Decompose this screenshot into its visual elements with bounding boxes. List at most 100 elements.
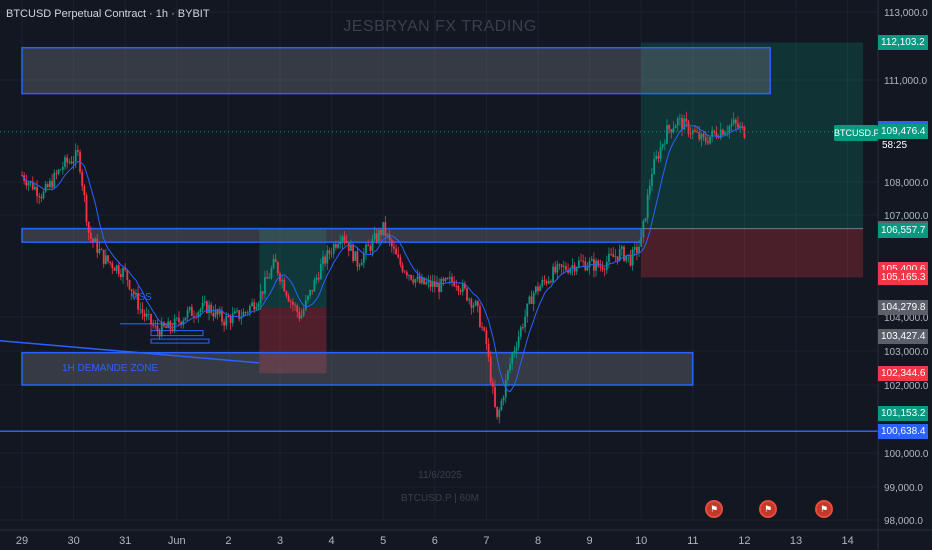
candle-body xyxy=(270,268,273,278)
zone-breakout xyxy=(21,227,642,243)
candle-body xyxy=(378,230,380,242)
candle-body xyxy=(502,397,505,401)
price-tag: 104,279.8 xyxy=(878,299,928,315)
candle-body xyxy=(38,196,41,198)
candle-body xyxy=(610,253,612,255)
candle-body xyxy=(575,267,578,272)
candle-body xyxy=(227,315,230,318)
x-tick-label: 6 xyxy=(432,535,438,547)
candle-body xyxy=(483,327,486,331)
candle-body xyxy=(657,155,660,159)
candle-body xyxy=(722,129,724,135)
candle-body xyxy=(601,266,604,270)
y-tick-label: 113,000.0 xyxy=(884,8,928,19)
candle-body xyxy=(253,302,256,310)
candle-body xyxy=(322,256,324,265)
candle-body xyxy=(49,180,51,188)
candle-body xyxy=(416,276,419,280)
candle-body xyxy=(537,286,539,292)
candle-body xyxy=(160,322,163,337)
candle-body xyxy=(83,185,86,196)
candle-body xyxy=(289,301,292,303)
candle-body xyxy=(171,329,174,331)
candle-body xyxy=(500,400,503,410)
candle-body xyxy=(414,279,417,283)
candle-body xyxy=(302,309,305,316)
candle-body xyxy=(186,310,189,318)
candle-body xyxy=(330,253,333,255)
us-flag-icon[interactable]: ⚑ xyxy=(815,500,833,518)
candle-body xyxy=(687,121,690,134)
candle-body xyxy=(390,239,393,247)
candle-body xyxy=(408,275,410,276)
candle-body xyxy=(436,282,438,288)
candle-body xyxy=(696,131,698,133)
candle-body xyxy=(676,118,679,126)
candle-body xyxy=(152,324,155,326)
candle-body xyxy=(85,195,88,223)
candle-body xyxy=(208,304,210,313)
candle-body xyxy=(728,126,731,132)
candle-body xyxy=(421,277,423,284)
candle-body xyxy=(173,318,176,331)
candle-body xyxy=(558,264,561,266)
candle-body xyxy=(631,249,634,266)
candle-body xyxy=(109,261,112,264)
candle-body xyxy=(107,255,109,262)
candle-body xyxy=(541,280,544,287)
candle-body xyxy=(360,262,363,266)
candle-body xyxy=(201,302,204,310)
candle-body xyxy=(726,131,729,133)
candle-body xyxy=(72,161,75,164)
candle-body xyxy=(461,283,464,292)
candle-body xyxy=(236,310,238,312)
candle-body xyxy=(115,265,118,271)
us-flag-icon[interactable]: ⚑ xyxy=(705,500,723,518)
mss-box xyxy=(150,330,204,337)
candle-body xyxy=(66,157,69,163)
watermark: JESBRYAN FX TRADING xyxy=(343,18,537,35)
candle-body xyxy=(246,312,249,313)
candle-body xyxy=(199,309,202,313)
candle-body xyxy=(672,128,675,133)
candle-body xyxy=(638,246,640,253)
candle-body xyxy=(519,327,522,337)
date-watermark: 11/6/2025 xyxy=(418,470,462,481)
candle-body xyxy=(143,313,146,317)
candle-body xyxy=(180,321,182,325)
x-tick-label: 7 xyxy=(483,535,489,547)
zone-supply xyxy=(21,46,771,95)
x-tick-label: 8 xyxy=(535,535,541,547)
candle-body xyxy=(580,260,582,262)
candle-body xyxy=(184,317,187,321)
candle-body xyxy=(44,184,47,192)
candle-body xyxy=(713,130,716,133)
candle-body xyxy=(255,306,258,310)
candle-body xyxy=(511,353,514,364)
candle-body xyxy=(562,266,565,268)
candle-body xyxy=(496,406,499,417)
candle-body xyxy=(694,130,696,132)
candle-body xyxy=(307,295,309,301)
candle-body xyxy=(70,161,73,164)
candle-body xyxy=(642,221,645,238)
candle-body xyxy=(534,286,537,293)
candle-body xyxy=(74,150,77,162)
us-flag-icon[interactable]: ⚑ xyxy=(759,500,777,518)
candle-body xyxy=(367,244,370,247)
mss-box xyxy=(150,338,210,344)
candle-body xyxy=(577,260,580,268)
candle-body xyxy=(661,144,664,148)
candle-body xyxy=(61,166,64,170)
candle-body xyxy=(620,246,623,250)
candle-body xyxy=(395,248,397,255)
candle-body xyxy=(96,238,99,253)
candle-body xyxy=(629,254,632,266)
candle-body xyxy=(57,169,60,174)
candle-body xyxy=(545,281,548,284)
candle-body xyxy=(294,304,296,306)
demand-zone-label: 1H DEMANDE ZONE xyxy=(62,363,159,374)
candle-body xyxy=(25,180,28,186)
candle-body xyxy=(640,237,643,247)
